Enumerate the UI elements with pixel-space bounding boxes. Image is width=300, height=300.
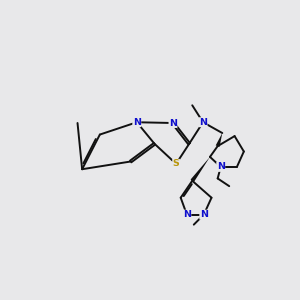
Text: N: N (183, 210, 191, 219)
Text: N: N (133, 118, 141, 127)
Polygon shape (216, 133, 222, 147)
Text: N: N (199, 118, 207, 127)
Text: S: S (173, 159, 179, 168)
Text: N: N (217, 162, 225, 171)
Polygon shape (190, 157, 210, 182)
Text: N: N (200, 210, 208, 219)
Text: N: N (169, 118, 177, 127)
